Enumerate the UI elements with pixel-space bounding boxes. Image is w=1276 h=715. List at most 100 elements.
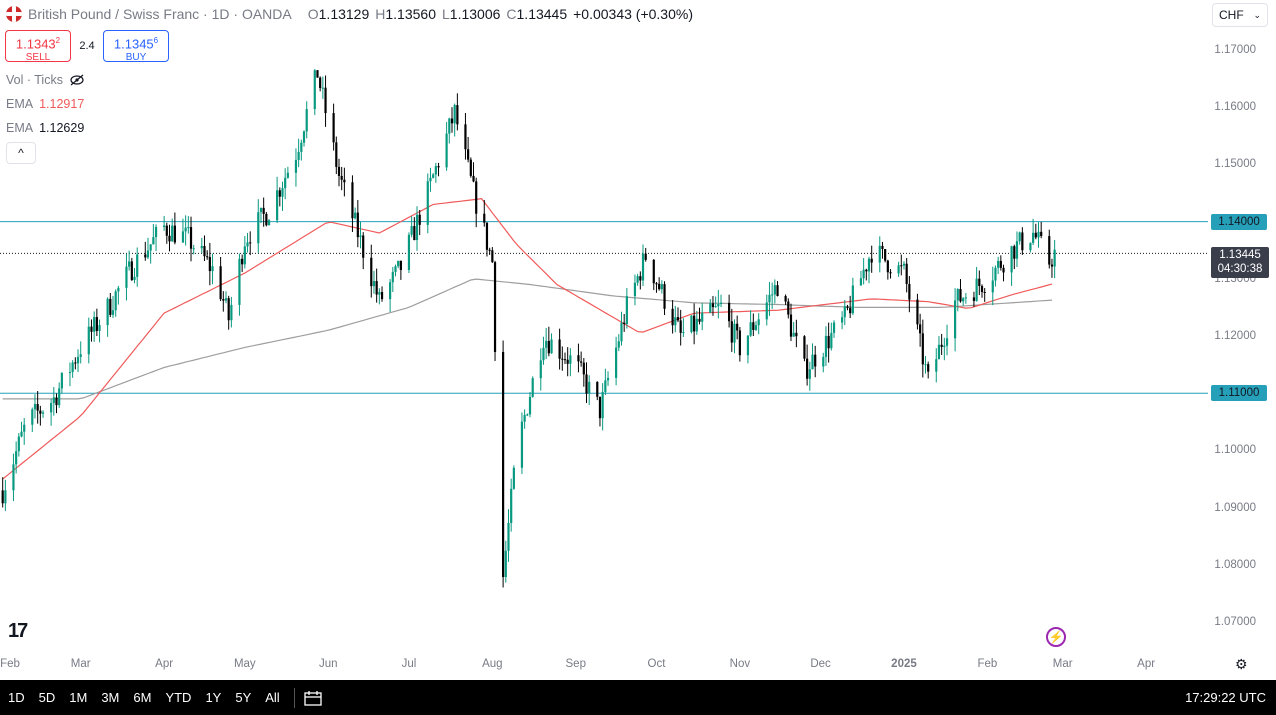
- candle-body: [512, 467, 515, 489]
- candle: [74, 357, 77, 370]
- candle: [919, 313, 922, 347]
- candle: [149, 244, 152, 264]
- candle-body: [128, 261, 131, 267]
- candle: [698, 307, 701, 325]
- sell-button[interactable]: 1.13432 SELL: [5, 30, 71, 64]
- candle-body: [136, 254, 139, 277]
- collapse-indicators-button[interactable]: ^: [6, 142, 36, 164]
- candle: [319, 76, 322, 92]
- level-label-lower: 1.11000: [1211, 385, 1267, 402]
- candle: [128, 250, 131, 271]
- symbol-title[interactable]: British Pound / Swiss Franc · 1D · OANDA: [28, 6, 292, 22]
- candle-body: [886, 260, 889, 273]
- candle: [20, 421, 23, 438]
- range-button-3m[interactable]: 3M: [101, 690, 120, 705]
- candle: [437, 162, 440, 177]
- candle: [117, 285, 120, 305]
- eye-hidden-icon[interactable]: [69, 74, 85, 86]
- candle: [130, 257, 133, 282]
- candle: [655, 281, 658, 293]
- buy-button[interactable]: 1.13456 BUY: [103, 30, 169, 63]
- candle: [730, 308, 733, 352]
- candle-body: [111, 310, 115, 315]
- candle-body: [302, 131, 306, 143]
- candle: [426, 173, 429, 234]
- candle: [606, 371, 610, 386]
- candle: [808, 361, 811, 391]
- candle: [109, 293, 112, 318]
- candle: [362, 232, 365, 270]
- currency-selector[interactable]: CHF ⌄: [1212, 3, 1268, 27]
- candle: [862, 258, 865, 285]
- candle-body: [588, 381, 591, 394]
- candle-body: [843, 306, 846, 318]
- sell-price-sup: 2: [55, 36, 61, 45]
- candle-body: [432, 174, 435, 178]
- candle: [832, 320, 836, 338]
- candle: [889, 269, 892, 279]
- candle-body: [671, 308, 674, 326]
- ema-fast-indicator[interactable]: EMA 1.12917: [6, 97, 84, 111]
- lightning-icon[interactable]: ⚡: [1046, 627, 1066, 647]
- range-button-1y[interactable]: 1Y: [205, 690, 222, 705]
- close-label: C: [506, 6, 517, 22]
- candle: [136, 247, 139, 287]
- candle: [206, 250, 209, 260]
- ema-slow-indicator[interactable]: EMA 1.12629: [6, 121, 84, 135]
- candle-body: [972, 297, 976, 301]
- vol-indicator[interactable]: Vol · Ticks: [6, 73, 85, 87]
- candle: [238, 253, 241, 316]
- candle-body: [975, 278, 978, 301]
- candle-body: [154, 227, 158, 238]
- candle: [450, 107, 454, 133]
- candle: [1015, 231, 1019, 267]
- candle: [372, 270, 376, 294]
- candle: [71, 360, 74, 378]
- candle-body: [1021, 232, 1024, 251]
- range-button-ytd[interactable]: YTD: [165, 690, 192, 705]
- candle-body: [849, 307, 852, 314]
- ema-slow-value: 1.12629: [39, 121, 85, 135]
- candle: [146, 237, 150, 260]
- candle: [558, 328, 561, 370]
- candle: [432, 173, 435, 179]
- range-button-all[interactable]: All: [265, 690, 280, 705]
- candle-body: [717, 303, 720, 307]
- settings-gear-icon[interactable]: ⚙: [1235, 656, 1248, 672]
- candle: [563, 352, 567, 365]
- candle-body: [413, 226, 416, 241]
- candle: [249, 231, 252, 256]
- price-chart[interactable]: [0, 0, 1276, 680]
- candle-body: [956, 289, 959, 301]
- range-button-5d[interactable]: 5D: [38, 690, 56, 705]
- candle: [881, 241, 884, 259]
- candle-body: [695, 318, 698, 332]
- candle-body: [362, 235, 365, 258]
- utc-clock[interactable]: 17:29:22 UTC: [1185, 690, 1266, 705]
- time-tick-label: Mar: [70, 658, 91, 670]
- time-tick-label: Apr: [155, 658, 174, 670]
- candle: [596, 381, 599, 401]
- candle-body: [752, 322, 755, 330]
- candle-body: [830, 332, 833, 349]
- candle: [241, 254, 244, 273]
- candle-body: [359, 235, 362, 238]
- candle-body: [241, 258, 244, 265]
- candle-body: [238, 258, 241, 305]
- calendar-range-icon[interactable]: [303, 690, 323, 706]
- range-button-1d[interactable]: 1D: [8, 690, 25, 705]
- candle: [485, 222, 489, 257]
- tradingview-logo[interactable]: 17: [8, 620, 28, 642]
- range-button-5y[interactable]: 5Y: [235, 690, 252, 705]
- candle: [55, 393, 58, 414]
- candle: [211, 253, 214, 285]
- candle: [222, 291, 225, 312]
- range-button-1m[interactable]: 1M: [69, 690, 88, 705]
- candle: [550, 333, 553, 354]
- sell-label: SELL: [25, 52, 51, 64]
- candle: [625, 287, 628, 329]
- candle: [208, 242, 211, 286]
- candle: [927, 361, 930, 379]
- candle-body: [472, 175, 475, 182]
- range-button-6m[interactable]: 6M: [133, 690, 152, 705]
